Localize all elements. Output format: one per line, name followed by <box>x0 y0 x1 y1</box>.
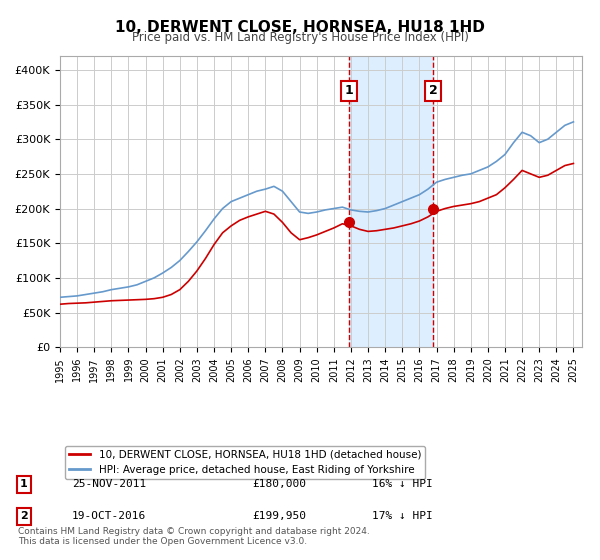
Text: 1: 1 <box>345 85 353 97</box>
Bar <box>349 56 433 347</box>
Text: Price paid vs. HM Land Registry's House Price Index (HPI): Price paid vs. HM Land Registry's House … <box>131 31 469 44</box>
Text: 17% ↓ HPI: 17% ↓ HPI <box>372 511 433 521</box>
Text: 16% ↓ HPI: 16% ↓ HPI <box>372 479 433 489</box>
Text: 25-NOV-2011: 25-NOV-2011 <box>72 479 146 489</box>
Legend: 10, DERWENT CLOSE, HORNSEA, HU18 1HD (detached house), HPI: Average price, detac: 10, DERWENT CLOSE, HORNSEA, HU18 1HD (de… <box>65 446 425 479</box>
Text: 2: 2 <box>429 85 437 97</box>
Text: Contains HM Land Registry data © Crown copyright and database right 2024.
This d: Contains HM Land Registry data © Crown c… <box>18 526 370 546</box>
Text: 19-OCT-2016: 19-OCT-2016 <box>72 511 146 521</box>
Text: 10, DERWENT CLOSE, HORNSEA, HU18 1HD: 10, DERWENT CLOSE, HORNSEA, HU18 1HD <box>115 20 485 35</box>
Text: £180,000: £180,000 <box>252 479 306 489</box>
Text: 2: 2 <box>20 511 28 521</box>
Text: 1: 1 <box>20 479 28 489</box>
Text: £199,950: £199,950 <box>252 511 306 521</box>
